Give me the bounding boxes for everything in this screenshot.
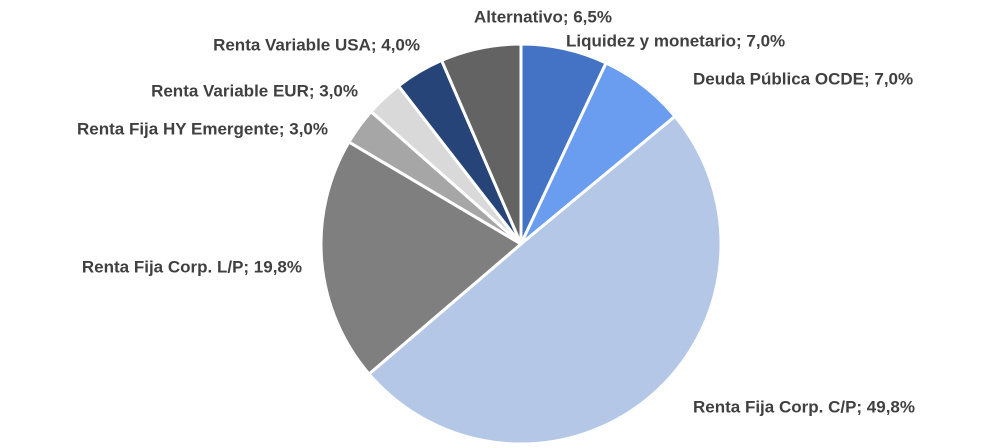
pie-slice <box>366 114 723 446</box>
data-label: Renta Fija Corp. C/P; 49,8% <box>693 397 915 416</box>
pie-slice <box>439 42 523 245</box>
data-label: Renta Fija Corp. L/P; 19,8% <box>82 257 302 276</box>
data-label: Liquidez y monetario; 7,0% <box>566 31 785 50</box>
data-label: Renta Variable EUR; 3,0% <box>151 81 358 100</box>
data-label: Renta Variable USA; 4,0% <box>213 35 420 54</box>
data-label: Renta Fija HY Emergente; 3,0% <box>77 119 328 138</box>
data-label: Deuda Pública OCDE; 7,0% <box>693 69 913 88</box>
data-label: Alternativo; 6,5% <box>474 7 612 26</box>
pie-slice <box>319 139 524 377</box>
